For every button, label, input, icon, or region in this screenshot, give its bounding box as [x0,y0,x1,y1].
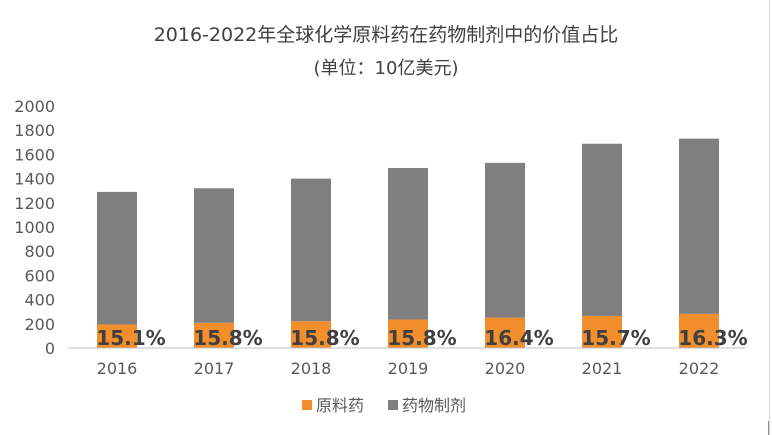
y-tick-label: 600 [24,266,55,285]
legend-label: 原料药 [316,396,364,415]
bar-formulation [97,191,137,325]
y-axis: 0 200 400 600 800 1000 1200 1400 1600 1800 2000 [14,97,55,358]
y-tick-label: 2000 [14,97,55,116]
bar-formulation [194,188,234,323]
data-label: 16.3% [678,326,747,350]
right-border [769,0,770,435]
x-tick-label: 2016 [97,359,138,378]
x-tick-label: 2017 [194,359,235,378]
data-label: 15.1% [96,326,165,350]
data-labels: 15.1% 15.8% 15.8% 15.8% 16.4% 15.7% 16.3% [96,326,747,350]
bar-formulation [679,138,719,314]
y-tick-label: 200 [24,315,55,334]
y-tick-label: 1800 [14,121,55,140]
data-label: 15.8% [290,326,359,350]
legend: 原料药 药物制剂 [302,396,466,415]
corner-mark [768,421,769,435]
y-tick-label: 0 [45,339,55,358]
y-tick-label: 1000 [14,218,55,237]
bar-api [485,317,525,348]
y-tick-label: 800 [24,242,55,261]
legend-swatch [302,400,312,410]
bar-formulation [291,178,331,322]
y-tick-label: 1200 [14,194,55,213]
x-axis: 2016 2017 2018 2019 2020 2021 2022 [97,359,720,378]
bar-api [97,324,137,348]
bar-api [194,322,234,348]
legend-swatch [388,400,398,410]
y-tick-label: 1400 [14,170,55,189]
bar-formulation [388,167,428,320]
x-tick-label: 2022 [679,359,720,378]
data-label: 15.8% [193,326,262,350]
x-tick-label: 2018 [291,359,332,378]
bar-api [679,313,719,348]
data-label: 16.4% [484,326,553,350]
data-label: 15.8% [387,326,456,350]
bar-api [582,315,622,348]
y-tick-label: 400 [24,291,55,310]
chart-subtitle: (单位：10亿美元) [314,58,459,79]
x-tick-label: 2021 [582,359,623,378]
bars [97,138,719,348]
x-tick-label: 2020 [485,359,526,378]
bar-formulation [582,143,622,316]
legend-label: 药物制剂 [402,396,466,415]
data-label: 15.7% [581,326,650,350]
bar-api [388,319,428,348]
y-tick-label: 1600 [14,145,55,164]
chart-title: 2016-2022年全球化学原料药在药物制剂中的价值占比 [154,24,619,46]
bar-api [291,321,331,348]
x-tick-label: 2019 [388,359,429,378]
bar-formulation [485,162,525,318]
